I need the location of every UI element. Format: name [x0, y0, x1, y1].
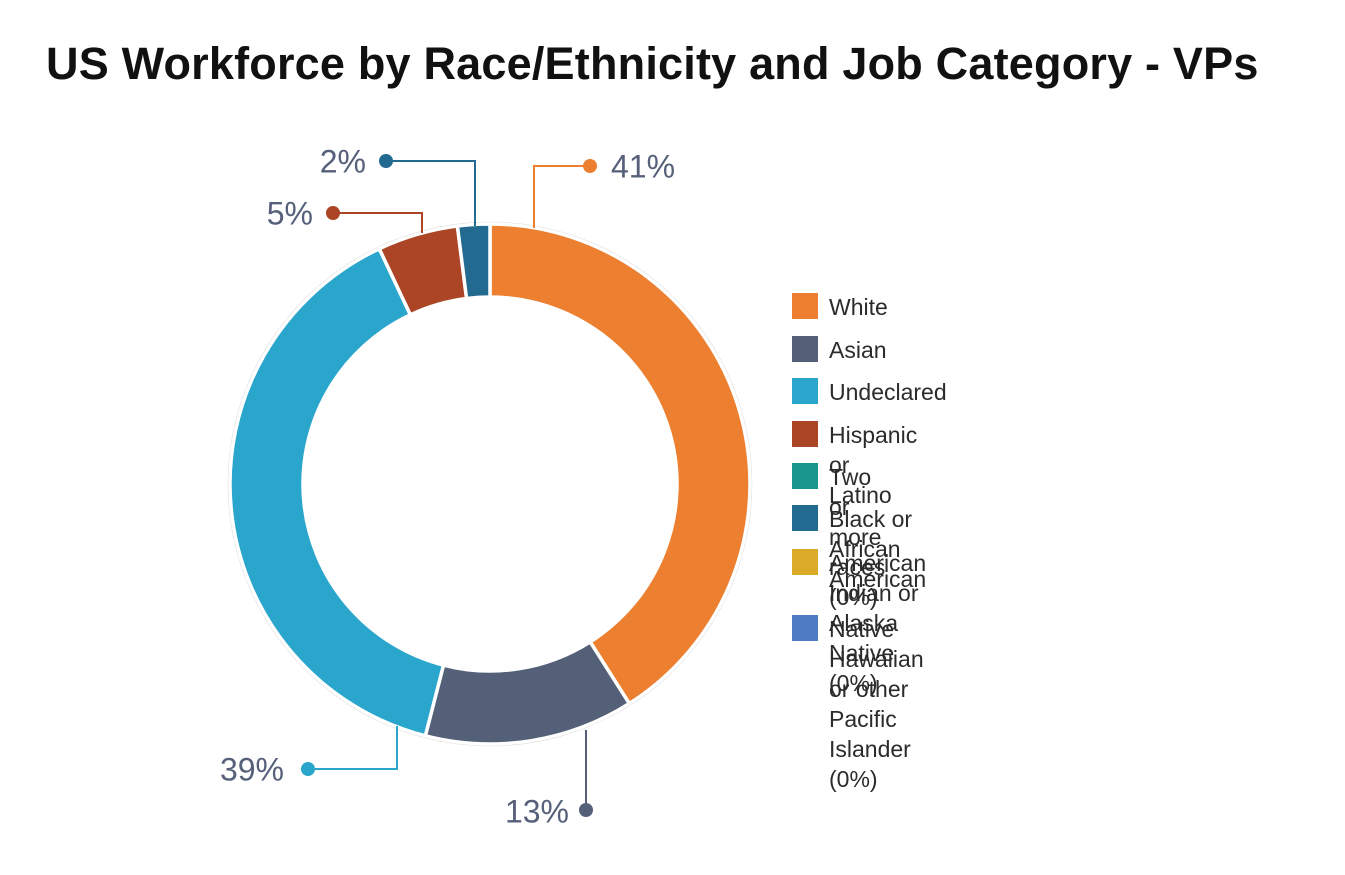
chart-title: US Workforce by Race/Ethnicity and Job C…	[46, 38, 1259, 89]
donut-slice-undeclared	[228, 246, 446, 738]
leader-dot-hispanic-or-latino	[326, 206, 340, 220]
legend-item-asian: Asian	[792, 335, 887, 365]
leader-dot-black-or-african-american	[379, 154, 393, 168]
leader-line-white	[533, 165, 590, 228]
legend-swatch	[792, 549, 818, 575]
data-label-hispanic-or-latino: 5%	[267, 195, 313, 231]
legend-label: Black or African American	[829, 506, 927, 592]
legend-swatch	[792, 463, 818, 489]
data-label-white: 41%	[611, 148, 675, 184]
legend-item-native-hawaiian-or-other-pacific-islander: Native Hawaiian or other Pacific Islande…	[792, 614, 924, 794]
leader-line-undeclared	[308, 726, 398, 770]
legend-label: Two or more races (0%)	[829, 464, 886, 610]
legend-swatch	[792, 421, 818, 447]
data-label-black-or-african-american: 2%	[320, 143, 366, 179]
data-label-undeclared: 39%	[220, 751, 284, 787]
leader-dot-white	[583, 159, 597, 173]
legend-swatch	[792, 505, 818, 531]
data-label-asian: 13%	[505, 793, 569, 829]
legend-swatch	[792, 615, 818, 641]
leader-line-black-or-african-american	[386, 160, 476, 226]
legend-item-two-or-more-races: Two or more races (0%)	[792, 462, 885, 612]
legend-label: American Indian or Alaska Native (0%)	[829, 550, 927, 696]
legend-label: Undeclared	[829, 379, 947, 405]
legend-swatch	[792, 336, 818, 362]
donut-slice-white	[488, 222, 752, 706]
legend-swatch	[792, 378, 818, 404]
legend-label: Native Hawaiian or other Pacific Islande…	[829, 616, 924, 792]
donut-slice-asian	[423, 639, 632, 746]
legend-item-hispanic-or-latino: Hispanic or Latino	[792, 420, 917, 510]
leader-line-hispanic-or-latino	[333, 212, 423, 233]
legend-item-undeclared: Undeclared	[792, 377, 947, 407]
legend-label: White	[829, 294, 888, 320]
legend-swatch	[792, 293, 818, 319]
legend-label: Hispanic or Latino	[829, 422, 918, 508]
leader-dot-asian	[579, 803, 593, 817]
legend-label: Asian	[829, 337, 887, 363]
donut-slice-black-or-african-american	[455, 222, 492, 301]
legend-item-white: White	[792, 292, 888, 322]
legend-item-american-indian-or-alaska-native: American Indian or Alaska Native (0%)	[792, 548, 926, 698]
leader-dot-undeclared	[301, 762, 315, 776]
legend-item-black-or-african-american: Black or African American	[792, 504, 926, 594]
